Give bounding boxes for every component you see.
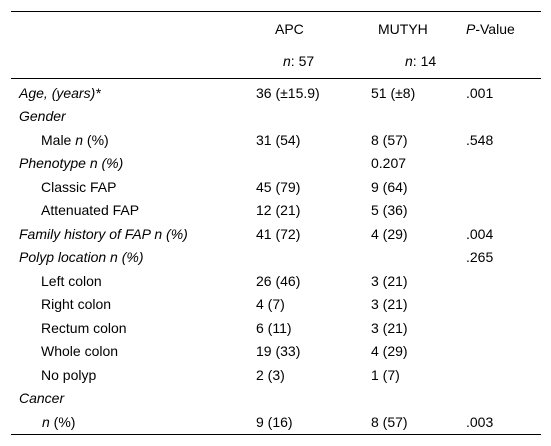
row-label: Classic FAP: [41, 178, 117, 195]
header-mutyh-n: n: 14: [405, 53, 437, 69]
cell-apc: 2 (3): [256, 366, 285, 383]
cell-p-value: .001: [466, 84, 494, 101]
table-row-classic-fap: Classic FAP 45 (79) 9 (64): [11, 175, 541, 199]
cell-p-value: [465, 199, 541, 223]
table-row-cancer: Cancer: [11, 387, 541, 411]
cell-p-value: [465, 152, 541, 176]
cell-apc: 12 (21): [256, 202, 301, 219]
cell-mutyh: 3 (21): [371, 296, 408, 313]
header-n-row: n: 57 n: 14: [11, 44, 541, 79]
table-row-gender: Gender: [11, 105, 541, 129]
cell-p-value: [465, 293, 541, 317]
cell-apc: 4 (7): [256, 296, 285, 313]
comparison-table: APC MUTYH P-Value n: 57 n: 14 Age, (year…: [11, 11, 541, 435]
cell-mutyh: 4 (29): [371, 225, 408, 242]
cell-mutyh: 5 (36): [371, 202, 408, 219]
cell-apc: 36 (±15.9): [256, 84, 320, 101]
cell-mutyh: 8 (57): [371, 131, 408, 148]
table-row-left-colon: Left colon 26 (46) 3 (21): [11, 269, 541, 293]
table-row-family-history: Family history of FAP n (%) 41 (72) 4 (2…: [11, 222, 541, 246]
row-label: Gender: [19, 108, 66, 125]
row-label: Rectum colon: [41, 319, 127, 336]
cell-apc: [253, 246, 368, 270]
table-row-attenuated-fap: Attenuated FAP 12 (21) 5 (36): [11, 199, 541, 223]
cell-apc: 26 (46): [256, 272, 301, 289]
cell-mutyh: [368, 246, 465, 270]
table-row-no-polyp: No polyp 2 (3) 1 (7): [11, 363, 541, 387]
cell-p-value: [465, 363, 541, 387]
cell-p-value: .003: [466, 413, 494, 430]
cell-p-value: [465, 316, 541, 340]
row-label: Family history of FAP n (%): [19, 225, 188, 242]
header-apc-n: n: 57: [283, 53, 315, 69]
table-row-right-colon: Right colon 4 (7) 3 (21): [11, 293, 541, 317]
table-row-polyp-location: Polyp location n (%) .265: [11, 246, 541, 270]
row-label: Phenotype n (%): [19, 155, 124, 172]
cell-p-value: [465, 387, 541, 411]
cell-p-value: [465, 340, 541, 364]
cell-apc: 6 (11): [256, 319, 292, 336]
table-row-male: Male n (%) 31 (54) 8 (57) .548: [11, 128, 541, 152]
table-row-phenotype: Phenotype n (%) 0.207: [11, 152, 541, 176]
header-mutyh: MUTYH: [378, 21, 428, 37]
header-empty-cell: [11, 12, 253, 45]
cell-p-value: .004: [466, 225, 494, 242]
header-apc: APC: [275, 21, 304, 37]
cell-apc: [253, 387, 368, 411]
cell-p-value: [465, 269, 541, 293]
cell-mutyh: 0.207: [371, 155, 407, 172]
cell-mutyh: 1 (7): [371, 366, 400, 383]
row-label: Male n (%): [41, 131, 109, 148]
header-row: APC MUTYH P-Value: [11, 11, 541, 45]
row-label: n (%): [42, 413, 76, 430]
row-label: Polyp location n (%): [19, 249, 144, 266]
cell-mutyh: 3 (21): [371, 272, 408, 289]
row-label: Left colon: [41, 272, 102, 289]
table-row-cancer-n: n (%) 9 (16) 8 (57) .003: [11, 410, 541, 434]
cell-mutyh: 3 (21): [371, 319, 408, 336]
cell-apc: 9 (16): [256, 413, 293, 430]
header-p-value: P-Value: [466, 21, 515, 37]
cell-apc: 19 (33): [256, 343, 301, 360]
cell-apc: [253, 152, 368, 176]
cell-p-value: [465, 105, 541, 129]
cell-mutyh: 9 (64): [371, 178, 408, 195]
cell-mutyh: [368, 387, 465, 411]
table-body: Age, (years)* 36 (±15.9) 51 (±8) .001 Ge…: [11, 79, 541, 434]
cell-apc: 31 (54): [256, 131, 301, 148]
table-row-whole-colon: Whole colon 19 (33) 4 (29): [11, 340, 541, 364]
table-row-rectum-colon: Rectum colon 6 (11) 3 (21): [11, 316, 541, 340]
row-label: Right colon: [41, 296, 112, 313]
row-label: Age, (years)*: [19, 84, 101, 101]
table-row-age: Age, (years)* 36 (±15.9) 51 (±8) .001: [11, 79, 541, 105]
cell-mutyh: [368, 105, 465, 129]
cell-apc: 41 (72): [256, 225, 301, 242]
cell-apc: [253, 105, 368, 129]
cell-p-value: .548: [466, 131, 494, 148]
row-label: Attenuated FAP: [41, 202, 140, 219]
cell-mutyh: 51 (±8): [371, 84, 416, 101]
row-label: Cancer: [19, 390, 65, 407]
cell-apc: 45 (79): [256, 178, 301, 195]
cell-p-value: [465, 175, 541, 199]
cell-p-value: .265: [466, 249, 494, 266]
cell-mutyh: 8 (57): [371, 413, 408, 430]
row-label: No polyp: [41, 366, 97, 383]
row-label: Whole colon: [41, 343, 119, 360]
cell-mutyh: 4 (29): [371, 343, 408, 360]
comparison-table-container: APC MUTYH P-Value n: 57 n: 14 Age, (year…: [11, 11, 541, 435]
